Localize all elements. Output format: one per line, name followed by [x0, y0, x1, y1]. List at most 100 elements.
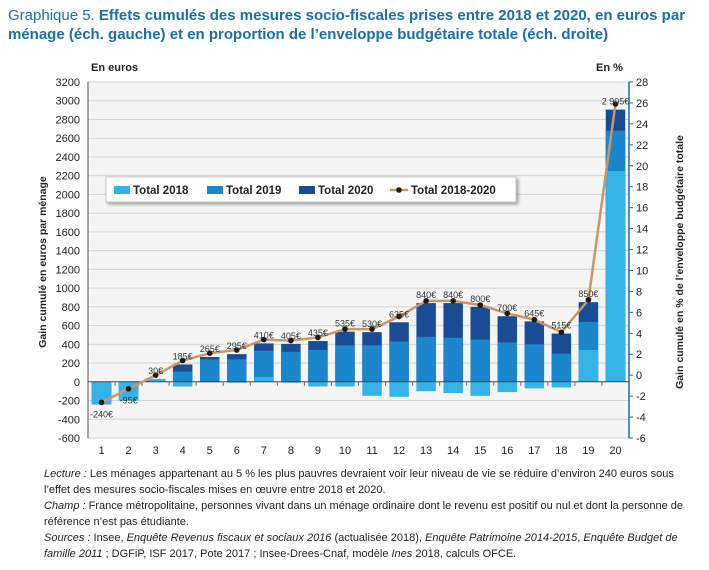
- bar-total-2019: [497, 342, 518, 382]
- x-tick-label: 10: [339, 445, 351, 457]
- line-point: [125, 385, 132, 392]
- bar-total-2018: [362, 381, 382, 396]
- line-series-group: [98, 101, 619, 406]
- line-point: [450, 298, 456, 304]
- y-tick-label: 3000: [56, 96, 80, 108]
- legend-swatch-marker: [396, 187, 402, 193]
- bar-total-2019: [227, 359, 247, 382]
- line-point: [179, 357, 186, 364]
- data-label: 700€: [497, 303, 517, 313]
- data-label: 800€: [470, 294, 490, 304]
- bar-total-2019: [308, 349, 328, 382]
- source-part: Enquête Patrimoine 2014-2015: [424, 532, 578, 544]
- y2-tick-label: 16: [636, 203, 648, 215]
- bar-total-2018: [605, 171, 626, 382]
- line-point: [261, 336, 267, 343]
- source-part: Insee,: [93, 532, 127, 544]
- bar-total-2019: [281, 351, 301, 382]
- bar-total-2019: [362, 345, 382, 382]
- y-tick-label: 1600: [56, 227, 80, 239]
- x-tick-label: 17: [528, 445, 540, 457]
- bar-total-2019: [524, 344, 545, 382]
- line-point: [342, 326, 348, 332]
- notes-block: Lecture : Les ménages appartenant au 5 %…: [44, 466, 694, 562]
- chart-area: -600-400-2000200400600800100012001400160…: [37, 62, 686, 457]
- bar-total-2019: [389, 341, 409, 382]
- note-sources: Sources : Insee, Enquête Revenus fiscaux…: [44, 530, 694, 562]
- legend: Total 2018 Total 2019 Total 2020 Total 2018…: [105, 176, 517, 203]
- y-tick-label: 3200: [56, 77, 80, 89]
- data-label: 410€: [254, 330, 274, 340]
- x-tick-label: 19: [582, 445, 594, 457]
- bar-total-2018: [578, 349, 599, 382]
- bar-total-2019: [551, 353, 572, 382]
- legend-label: Total 2019: [226, 185, 281, 197]
- data-label: 530€: [362, 319, 382, 329]
- data-label: 185€: [173, 351, 193, 361]
- y-tick-label: 1800: [56, 208, 80, 220]
- x-tick-label: 15: [474, 445, 486, 457]
- data-label: 30€: [148, 366, 163, 376]
- line-point: [98, 399, 105, 406]
- bar-total-2018: [524, 381, 545, 389]
- x-tick-label: 12: [393, 445, 405, 457]
- y-tick-label: 0: [74, 377, 80, 389]
- bar-total-2019: [443, 337, 463, 382]
- x-tick-label: 3: [153, 445, 159, 457]
- note-champ-label: Champ :: [44, 500, 86, 512]
- bar-total-2019: [254, 350, 274, 382]
- data-label: 265€: [200, 344, 220, 354]
- x-tick-label: 7: [261, 445, 267, 457]
- line-point: [423, 298, 429, 304]
- y-axis-unit: En euros: [91, 62, 138, 74]
- y2-tick-label: 28: [636, 77, 648, 89]
- bar-total-2019: [199, 359, 220, 382]
- bar-total-2019: [416, 336, 436, 382]
- y2-axis-unit: En %: [596, 62, 623, 74]
- y2-tick-label: 6: [636, 307, 642, 319]
- y2-tick-label: 4: [636, 328, 642, 340]
- y2-tick-label: 26: [636, 98, 648, 110]
- source-part: (actualisée 2018),: [331, 532, 425, 544]
- x-tick-label: 11: [366, 445, 377, 457]
- source-part: Enquête Budget de famille 2011: [44, 532, 678, 560]
- y2-tick-label: 12: [636, 245, 648, 257]
- x-tick-label: 2: [126, 445, 132, 457]
- legend-swatch: [207, 186, 223, 194]
- bar-total-2018: [145, 378, 166, 382]
- note-lecture: Lecture : Les ménages appartenant au 5 %…: [44, 466, 694, 498]
- source-part: Enquête Revenus fiscaux et sociaux 2016: [126, 532, 332, 544]
- y-tick-label: -600: [58, 433, 80, 445]
- x-tick-label: 6: [234, 445, 240, 457]
- x-tick-label: 1: [98, 445, 104, 457]
- line-point: [315, 334, 321, 341]
- y-tick-label: 2200: [56, 171, 80, 183]
- data-label: -95€: [120, 396, 138, 406]
- y2-tick-label: -2: [636, 391, 646, 403]
- x-tick-label: 13: [420, 445, 432, 457]
- y2-tick-label: 0: [636, 370, 642, 382]
- line-point: [558, 329, 565, 336]
- axes-group: -600-400-2000200400600800100012001400160…: [56, 77, 649, 457]
- legend-label: Total 2018-2020: [411, 185, 496, 197]
- x-tick-label: 4: [180, 445, 186, 457]
- legend-swatch: [299, 186, 315, 194]
- y-tick-label: -200: [58, 396, 80, 408]
- note-sources-label: Sources :: [44, 532, 91, 544]
- y2-tick-label: 22: [636, 140, 648, 152]
- y-tick-label: -400: [58, 414, 80, 426]
- line-total-2018-2020: [100, 103, 617, 404]
- y2-tick-label: -6: [636, 433, 646, 445]
- bar-total-2018: [497, 381, 518, 393]
- data-label: 840€: [416, 290, 436, 300]
- line-point: [396, 313, 402, 320]
- data-label: 435€: [308, 328, 328, 338]
- line-point: [369, 326, 375, 332]
- bar-total-2018: [443, 381, 463, 394]
- bar-total-2018: [308, 381, 328, 387]
- bars-group: [91, 109, 626, 405]
- x-tick-label: 8: [288, 445, 294, 457]
- data-label: 850€: [578, 289, 598, 299]
- y-tick-label: 400: [62, 339, 80, 351]
- y2-tick-label: 8: [636, 286, 642, 298]
